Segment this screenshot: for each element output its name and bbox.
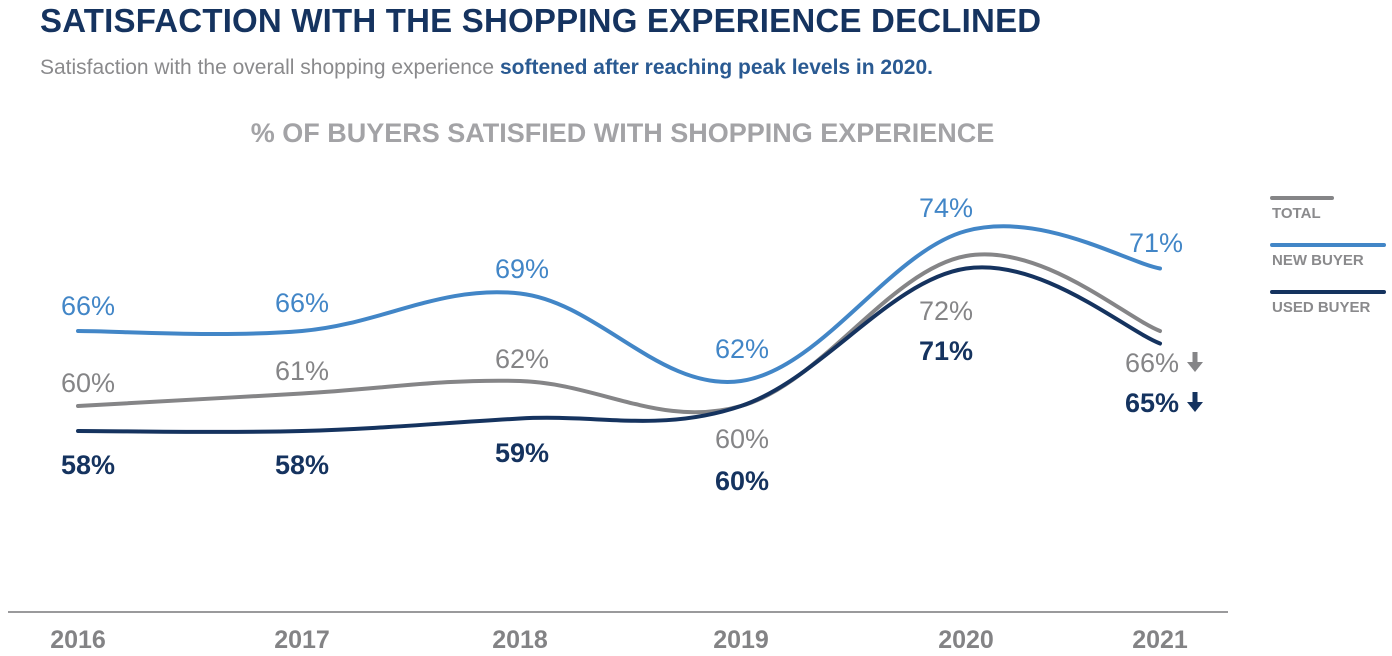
data-labels: 60% 61% 62% 60% 72% 66% 66% 66% 69% 62% 74% 71% 58% 5… <box>61 193 1203 496</box>
legend-swatch-new-buyer <box>1270 243 1386 247</box>
data-label-new-buyer-2020: 74% <box>919 193 973 223</box>
series-line-total <box>76 252 1162 415</box>
data-label-total-2016: 60% <box>61 368 115 398</box>
data-label-used-buyer-2018: 59% <box>495 438 549 468</box>
data-label-used-buyer-2016: 58% <box>61 450 115 480</box>
data-label-new-buyer-2021: 71% <box>1129 228 1183 258</box>
x-tick-label-2016: 2016 <box>50 626 106 654</box>
data-label-new-buyer-2019: 62% <box>715 334 769 364</box>
x-tick-label-2017: 2017 <box>274 626 330 654</box>
data-label-new-buyer-2016: 66% <box>61 291 115 321</box>
legend-label-new-buyer: NEW BUYER <box>1272 252 1364 269</box>
data-label-used-buyer-2017: 58% <box>275 450 329 480</box>
legend-item-total: TOTAL <box>1270 192 1390 239</box>
legend: TOTAL NEW BUYER USED BUYER <box>1270 192 1390 333</box>
arrow-down-icon <box>1187 392 1203 412</box>
data-label-new-buyer-2017: 66% <box>275 288 329 318</box>
x-tick-label-2018: 2018 <box>492 626 548 654</box>
arrow-down-icon <box>1187 352 1203 372</box>
legend-label-total: TOTAL <box>1272 205 1321 222</box>
data-label-new-buyer-2018: 69% <box>495 254 549 284</box>
subtitle-emphasis: softened after reaching peak levels in 2… <box>499 56 933 79</box>
series-line-used-buyer <box>76 265 1162 434</box>
legend-item-used-buyer: USED BUYER <box>1270 286 1390 333</box>
x-tick-labels: 2016 2017 2018 2019 2020 2021 <box>50 626 1188 654</box>
data-label-total-2020: 72% <box>919 296 973 326</box>
subtitle-text: Satisfaction with the overall shopping e… <box>40 56 500 79</box>
line-chart: 2016 2017 2018 2019 2020 2021 60% 61% 62% 60% 72%… <box>8 193 1228 654</box>
series-line-new-buyer <box>76 224 1162 384</box>
legend-swatch-total <box>1270 196 1334 200</box>
legend-swatch-used-buyer <box>1270 290 1386 294</box>
x-tick-label-2021: 2021 <box>1132 626 1188 654</box>
data-label-total-2019: 60% <box>715 424 769 454</box>
legend-label-used-buyer: USED BUYER <box>1272 299 1371 316</box>
data-label-total-2017: 61% <box>275 356 329 386</box>
data-label-total-2018: 62% <box>495 344 549 374</box>
x-tick-label-2019: 2019 <box>713 626 769 654</box>
legend-item-new-buyer: NEW BUYER <box>1270 239 1390 286</box>
page-title: SATISFACTION WITH THE SHOPPING EXPERIENC… <box>40 2 1042 39</box>
series-lines <box>76 224 1162 434</box>
page-subtitle: Satisfaction with the overall shopping e… <box>40 56 933 80</box>
data-label-used-buyer-2019: 60% <box>715 466 769 496</box>
chart-title: % OF BUYERS SATISFIED WITH SHOPPING EXPE… <box>250 118 995 148</box>
x-tick-label-2020: 2020 <box>938 626 994 654</box>
data-label-used-buyer-2020: 71% <box>919 336 973 366</box>
data-label-total-2021: 66% <box>1125 348 1179 378</box>
data-label-used-buyer-2021: 65% <box>1125 388 1179 418</box>
